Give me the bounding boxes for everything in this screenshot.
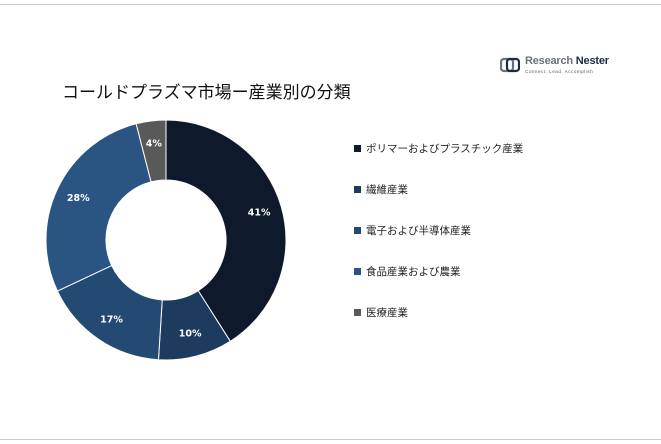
logo-name-nester: Nester: [575, 55, 609, 67]
legend-label: 食品産業および農業: [366, 266, 461, 278]
logo-name-research: Research: [525, 55, 573, 67]
legend-swatch: [354, 227, 361, 234]
top-divider: [0, 4, 661, 5]
donut-slice-4: [45, 123, 152, 292]
donut-slice-1: [165, 119, 287, 343]
slice-value-label-2: 10%: [179, 328, 202, 339]
legend-swatch: [354, 186, 361, 193]
legend-swatch: [354, 145, 361, 152]
logo-tagline: Connect. Lead. Accomplish: [525, 69, 594, 74]
legend-label: 電子および半導体産業: [366, 225, 471, 237]
donut-slice-3: [56, 264, 163, 361]
donut-slice-5: [135, 119, 167, 183]
legend-swatch: [354, 309, 361, 316]
logo-mark-icon: [500, 57, 520, 73]
legend-label: 医療産業: [366, 307, 408, 319]
legend-swatch: [354, 268, 361, 275]
legend-label: 繊維産業: [366, 184, 408, 196]
logo-name: Research Nester: [525, 55, 609, 67]
donut-labels: 41% 10% 17% 28% 4%: [67, 138, 271, 339]
slice-value-label-4: 28%: [67, 193, 90, 204]
research-nester-logo: Research Nester Connect. Lead. Accomplis…: [500, 55, 620, 78]
chart-title: コールドプラズマ市場ー産業別の分類: [62, 83, 351, 103]
legend-label: ポリマーおよびプラスチック産業: [366, 143, 524, 155]
slice-value-label-5: 4%: [146, 138, 163, 149]
bottom-divider: [0, 439, 661, 440]
slice-value-label-3: 17%: [100, 315, 123, 326]
donut-slices: [45, 119, 287, 361]
slice-value-label-1: 41%: [248, 207, 271, 218]
